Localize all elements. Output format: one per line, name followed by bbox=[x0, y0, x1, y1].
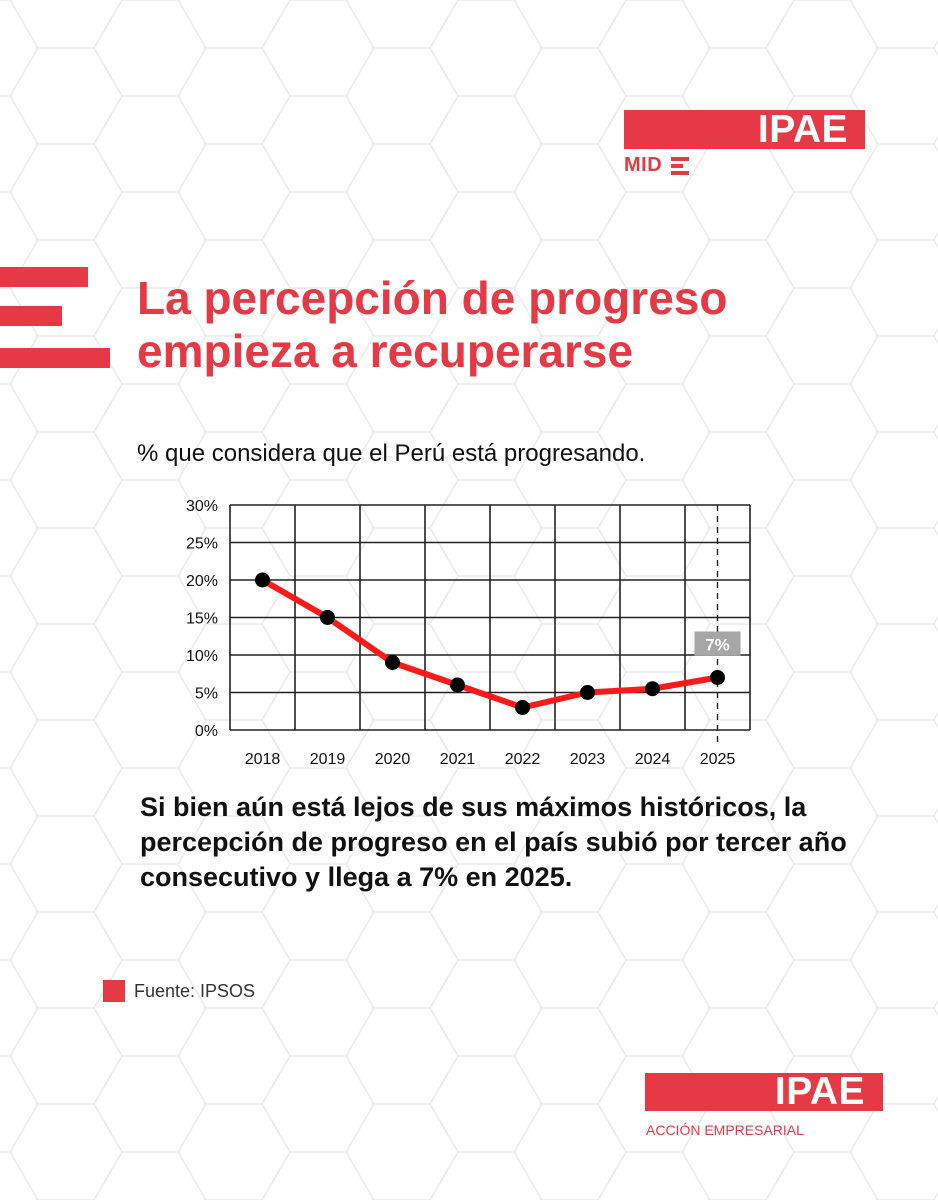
y-tick-label: 10% bbox=[186, 648, 218, 665]
y-tick-label: 30% bbox=[186, 498, 218, 515]
y-tick-label: 0% bbox=[195, 723, 218, 740]
data-point bbox=[450, 677, 465, 693]
top-logo-bar bbox=[624, 110, 865, 149]
page-title: La percepción de progreso empieza a recu… bbox=[137, 272, 728, 377]
x-tick-label: 2022 bbox=[505, 751, 541, 768]
left-stripe-top bbox=[0, 267, 88, 287]
bottom-logo-bar bbox=[645, 1073, 883, 1111]
left-stripe-middle bbox=[0, 306, 62, 326]
y-tick-label: 5% bbox=[195, 686, 218, 703]
data-point bbox=[515, 700, 530, 715]
source-text: Fuente: IPSOS bbox=[134, 981, 256, 1001]
data-point bbox=[710, 670, 725, 685]
top-logo-text: IPAE bbox=[757, 108, 849, 151]
mide-e-icon bbox=[671, 157, 689, 175]
y-tick-label: 20% bbox=[186, 573, 218, 590]
y-tick-label: 15% bbox=[186, 611, 218, 628]
data-point bbox=[645, 681, 660, 697]
x-tick-label: 2023 bbox=[570, 751, 606, 768]
top-logo-subtitle: MID bbox=[624, 154, 663, 176]
data-point bbox=[385, 655, 400, 670]
data-point bbox=[320, 610, 335, 625]
line-chart: 0% 5% 10% 15% 20% 25% 30% 2018 2019 2020 2021 2022 2… bbox=[186, 498, 751, 768]
bottom-logo-subtitle: ACCIÓN EMPRESARIAL bbox=[646, 1122, 804, 1138]
x-tick-label: 2018 bbox=[245, 751, 281, 768]
x-tick-label: 2024 bbox=[635, 751, 671, 768]
data-point bbox=[255, 572, 270, 588]
bottom-logo-text: IPAE bbox=[774, 1070, 866, 1113]
data-point bbox=[580, 685, 595, 700]
annotation-box bbox=[694, 631, 741, 656]
chart-subtitle: % que considera que el Perú está progres… bbox=[137, 440, 646, 467]
annotation-label: 7% bbox=[705, 636, 730, 655]
x-tick-label: 2025 bbox=[700, 751, 736, 768]
x-tick-label: 2020 bbox=[375, 751, 411, 768]
body-text: Si bien aún está lejos de sus máximos hi… bbox=[140, 792, 847, 892]
left-stripe-bottom bbox=[0, 348, 110, 368]
series-line bbox=[259, 577, 721, 711]
x-tick-label: 2019 bbox=[310, 751, 346, 768]
y-tick-label: 25% bbox=[186, 536, 218, 553]
x-tick-label: 2021 bbox=[440, 751, 476, 768]
source-marker bbox=[103, 980, 125, 1002]
